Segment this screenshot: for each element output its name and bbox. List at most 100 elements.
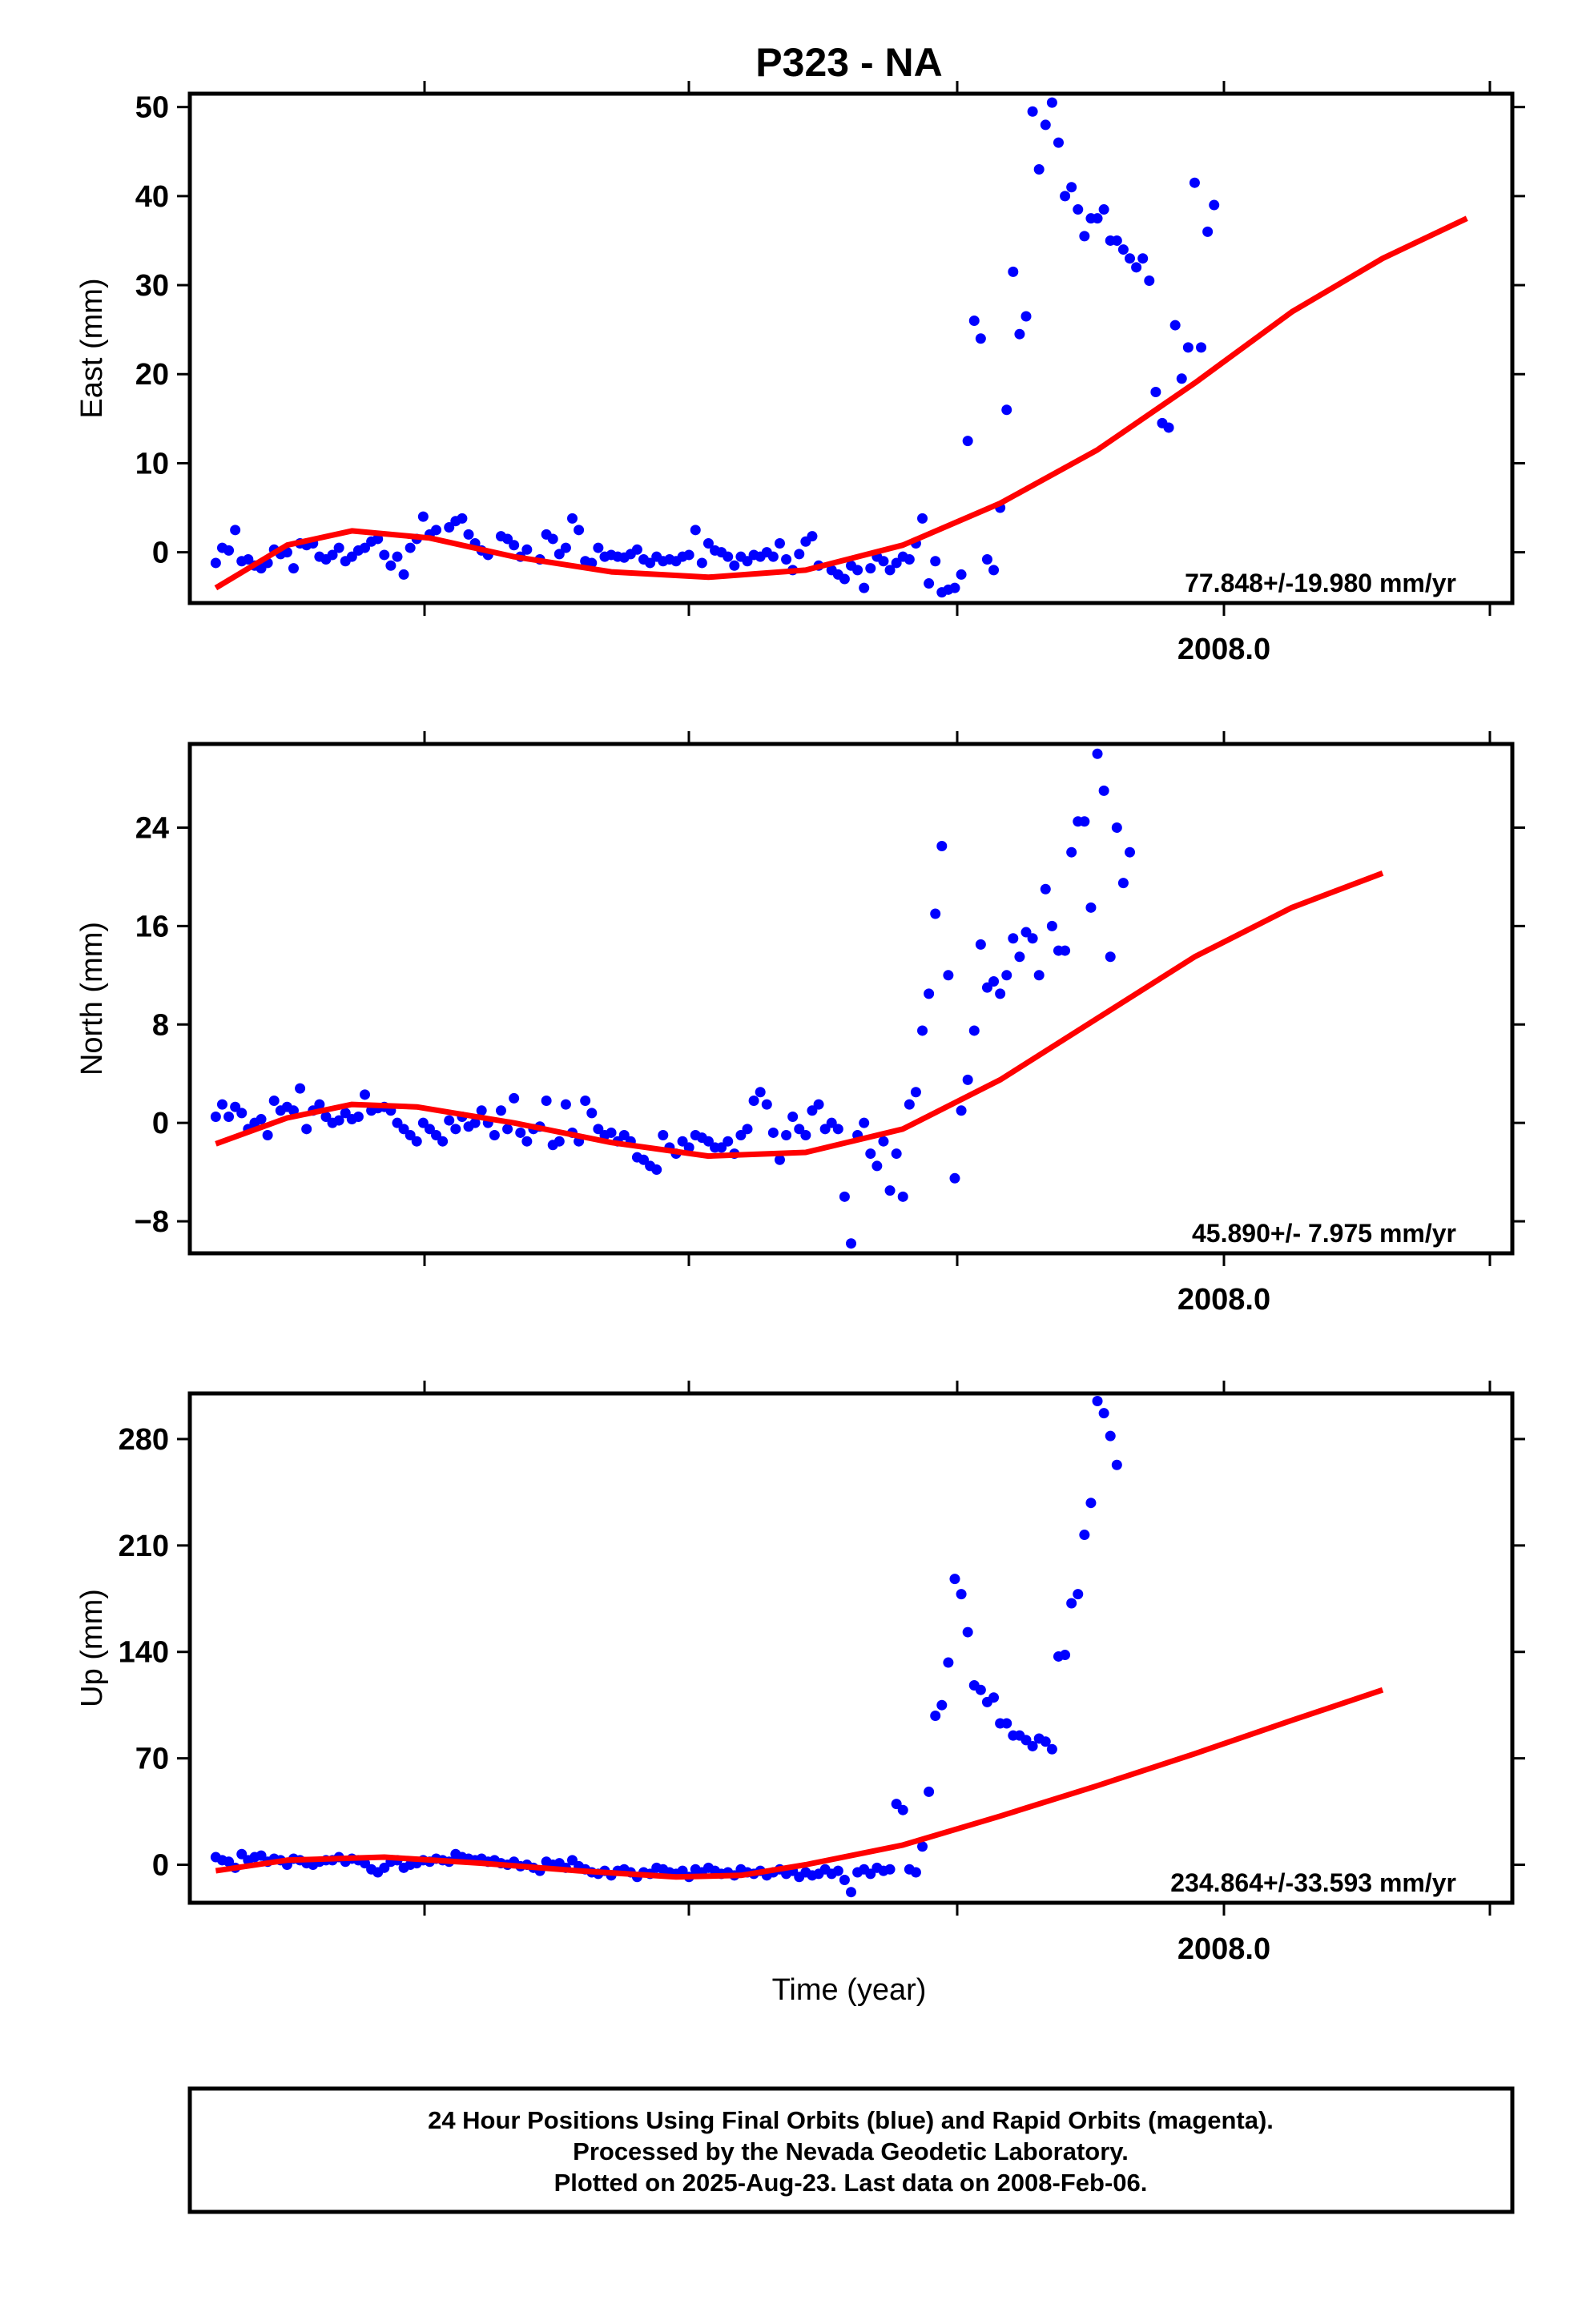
data-point: [735, 1130, 747, 1141]
y-axis-label: Up (mm): [75, 1589, 109, 1707]
data-point: [593, 542, 604, 553]
data-point: [1092, 748, 1103, 759]
data-point: [690, 525, 701, 536]
data-point: [1092, 1395, 1103, 1406]
data-point: [943, 1657, 954, 1668]
data-point: [936, 841, 948, 852]
plot-frame: [187, 91, 1515, 605]
y-tick-label: 70: [135, 1743, 169, 1776]
y-tick-label: 24: [135, 811, 169, 845]
data-point: [884, 1864, 896, 1875]
data-point: [729, 560, 740, 571]
data-point: [268, 1096, 280, 1107]
data-point: [586, 1108, 598, 1119]
data-point: [288, 1105, 299, 1116]
data-point: [1085, 1498, 1097, 1509]
x-tick-label: 2008.0: [1177, 1283, 1270, 1317]
east-panel: 0 10 20 30 40 50 2008.0 East (mm) 77.848+/-19.98…: [75, 81, 1525, 666]
data-point: [968, 316, 980, 327]
y-tick-label: 20: [135, 358, 169, 392]
data-point: [444, 521, 455, 533]
data-point: [962, 436, 973, 447]
data-point: [794, 1124, 805, 1135]
data-point: [476, 1105, 487, 1116]
data-point: [236, 1108, 248, 1119]
data-point: [872, 1160, 883, 1172]
data-point: [1202, 226, 1214, 237]
data-point: [230, 1101, 241, 1112]
data-point: [1137, 253, 1149, 264]
y-tick-label: 140: [119, 1636, 169, 1670]
data-point: [1040, 883, 1051, 895]
data-point: [489, 1130, 500, 1141]
data-point: [839, 573, 850, 585]
data-point: [988, 1692, 1000, 1703]
data-point: [761, 1099, 772, 1110]
data-point: [1053, 137, 1064, 148]
footer-frame: [187, 2086, 1515, 2214]
data-point: [1066, 846, 1077, 858]
fit-curve: [214, 215, 1468, 591]
data-point: [716, 1142, 727, 1153]
data-point: [767, 551, 779, 562]
data-point: [392, 551, 403, 562]
data-point: [333, 1115, 344, 1126]
y-tick-label: −8: [135, 1205, 169, 1239]
data-point: [1066, 1598, 1077, 1609]
data-point: [1027, 1740, 1038, 1751]
x-axis-label: Time (year): [772, 1973, 927, 2007]
data-point: [904, 554, 915, 565]
data-point: [917, 513, 928, 524]
data-point: [1073, 204, 1084, 215]
data-point: [781, 554, 792, 565]
data-point: [878, 1136, 889, 1147]
data-point: [865, 1148, 876, 1160]
data-point: [1040, 1736, 1051, 1747]
data-point: [962, 1074, 973, 1085]
data-point: [936, 1699, 948, 1711]
data-point: [859, 582, 870, 593]
data-point: [1079, 231, 1090, 242]
rate-label: 45.890+/- 7.975 mm/yr: [1192, 1219, 1456, 1248]
data-point: [256, 1850, 267, 1861]
y-tick-label: 8: [152, 1008, 169, 1042]
data-point: [1046, 920, 1057, 931]
data-point: [1027, 106, 1038, 117]
data-point: [956, 569, 967, 580]
data-point: [891, 557, 902, 569]
data-point: [645, 557, 656, 569]
data-point: [405, 542, 416, 553]
data-point: [781, 1130, 792, 1141]
data-point: [463, 529, 474, 540]
data-point: [910, 1087, 921, 1098]
data-point: [742, 556, 753, 567]
data-point: [910, 1867, 921, 1878]
data-point: [547, 533, 558, 545]
data-point: [223, 1856, 235, 1868]
data-point: [819, 1124, 831, 1135]
y-axis-label: East (mm): [75, 278, 109, 418]
data-point: [1066, 182, 1077, 193]
data-point: [839, 1875, 850, 1886]
data-point: [392, 1117, 403, 1128]
data-point: [509, 540, 520, 551]
data-point: [210, 557, 221, 569]
data-point: [988, 565, 1000, 576]
data-point: [859, 1117, 870, 1128]
y-tick-label: 10: [135, 447, 169, 480]
data-point: [975, 1684, 986, 1695]
fit-curve: [215, 1687, 1384, 1880]
data-point: [1001, 404, 1012, 416]
footer-line-3: Plotted on 2025-Aug-23. Last data on 200…: [554, 2169, 1148, 2197]
data-point: [774, 1154, 785, 1165]
data-point: [216, 1099, 227, 1110]
data-point: [1020, 927, 1032, 938]
data-point: [1105, 951, 1116, 963]
data-point: [800, 1130, 811, 1141]
data-point: [891, 1799, 902, 1810]
data-point: [243, 554, 254, 565]
data-point: [618, 1130, 630, 1141]
data-point: [930, 556, 941, 567]
data-point: [431, 1130, 442, 1141]
data-point: [417, 1117, 429, 1128]
